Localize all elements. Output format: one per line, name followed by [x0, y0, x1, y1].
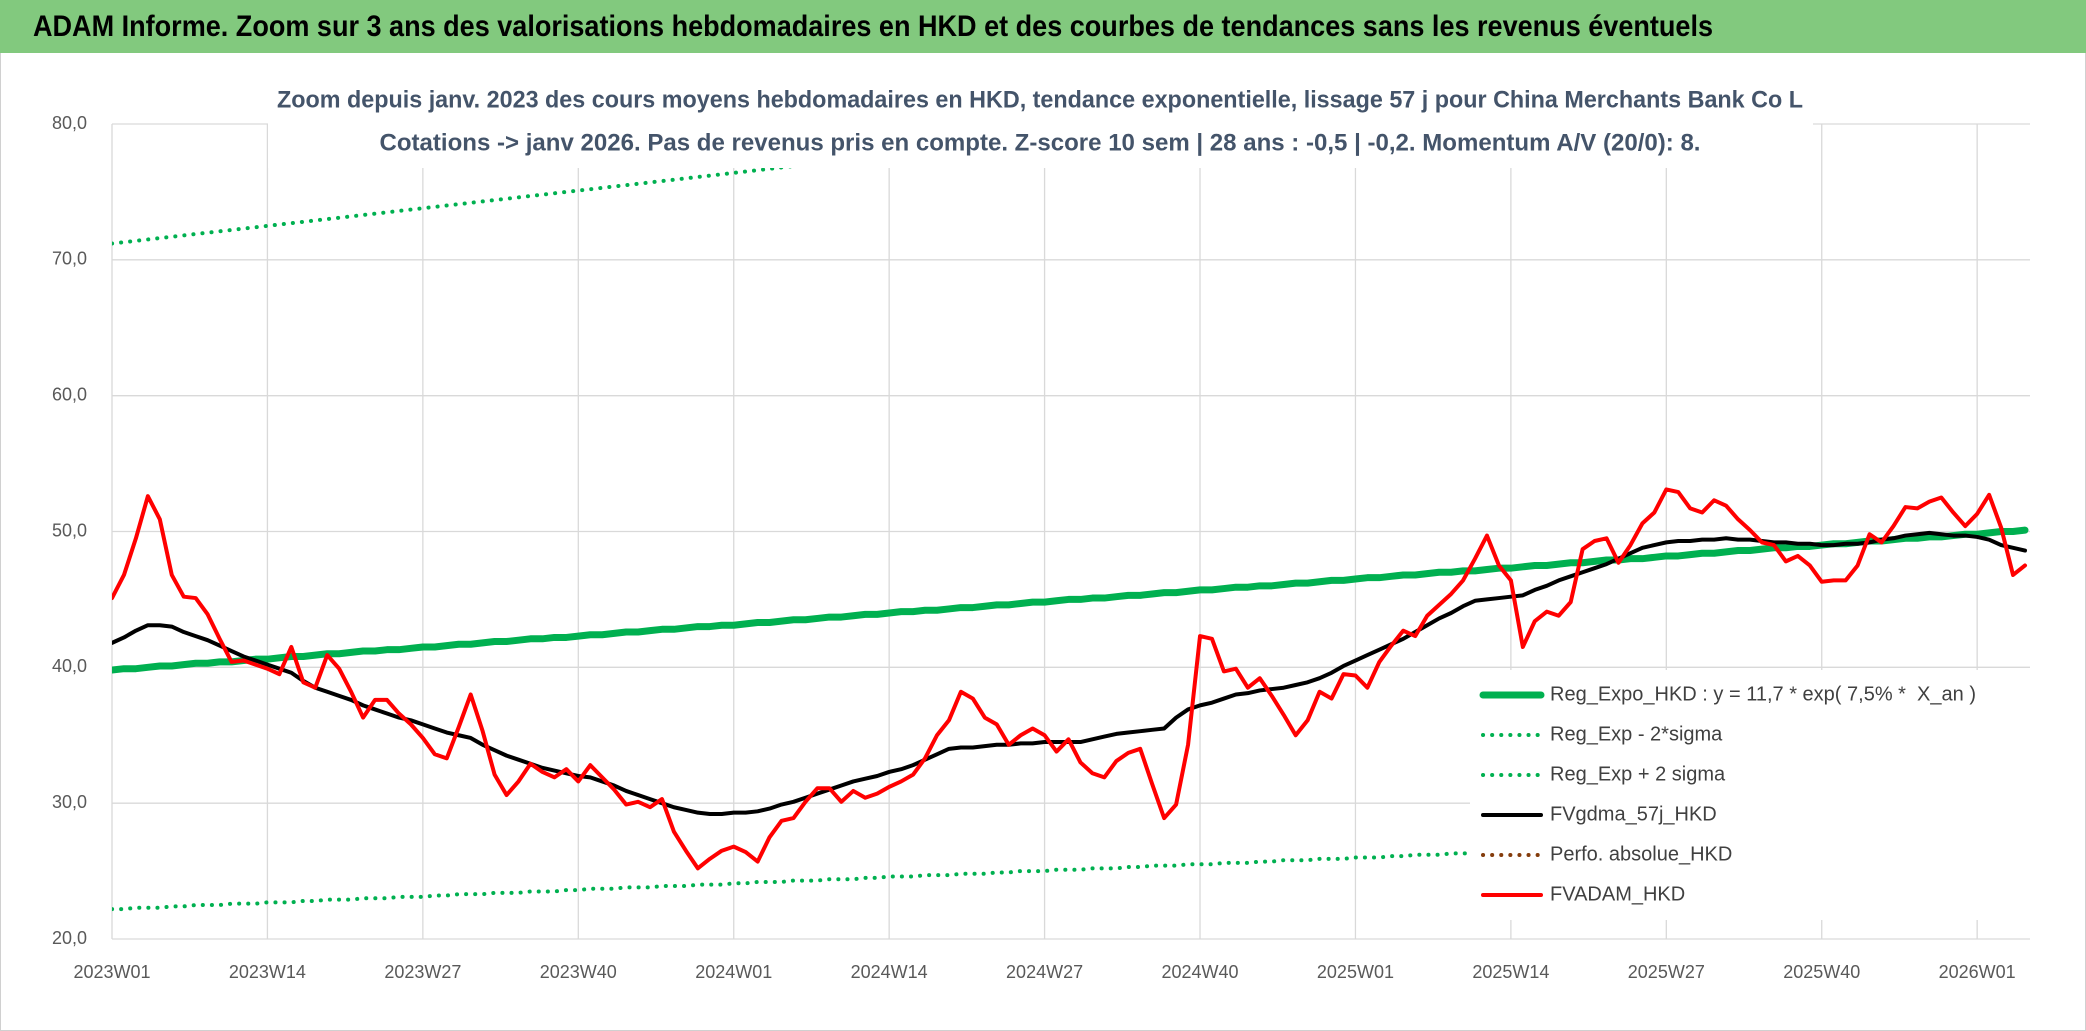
legend-label: Reg_Exp - 2*sigma: [1550, 723, 1723, 745]
x-tick-label: 2023W27: [384, 962, 461, 982]
x-tick-label: 2024W40: [1161, 962, 1238, 982]
x-tick-label: 2024W14: [851, 962, 928, 982]
x-tick-label: 2023W40: [540, 962, 617, 982]
y-tick-label: 20,0: [52, 928, 87, 948]
y-tick-label: 60,0: [52, 384, 87, 404]
y-tick-label: 50,0: [52, 520, 87, 540]
header-bar: [0, 0, 2086, 53]
x-tick-label: 2025W01: [1317, 962, 1394, 982]
series-line: [112, 487, 2027, 871]
subtitle-line: Zoom depuis janv. 2023 des cours moyens …: [277, 86, 1803, 113]
y-tick-label: 30,0: [52, 792, 87, 812]
x-tick-label: 2024W27: [1006, 962, 1083, 982]
series-line: [112, 526, 2029, 674]
legend-label: FVADAM_HKD: [1550, 883, 1685, 905]
legend-label: FVgdma_57j_HKD: [1550, 803, 1717, 825]
chart-title: ADAM Informe. Zoom sur 3 ans des valoris…: [33, 10, 1713, 43]
legend: Reg_Expo_HKD : y = 11,7 * exp( 7,5% * X_…: [1470, 670, 2030, 920]
y-tick-label: 80,0: [52, 113, 87, 133]
x-tick-label: 2026W01: [1939, 962, 2016, 982]
legend-label: Reg_Expo_HKD : y = 11,7 * exp( 7,5% * X_…: [1550, 683, 1976, 705]
grid: 20,0 30,0 40,0 50,0 60,0 70,0 80,0 2023W01 2023W…: [52, 113, 2030, 982]
subtitle-box: [268, 80, 1813, 168]
series-line: [112, 828, 2027, 912]
x-tick-label: 2025W14: [1472, 962, 1549, 982]
x-tick-label: 2025W40: [1783, 962, 1860, 982]
x-tick-label: 2025W27: [1628, 962, 1705, 982]
x-tick-label: 2024W01: [695, 962, 772, 982]
y-tick-label: 70,0: [52, 249, 87, 269]
subtitle-line: Cotations -> janv 2026. Pas de revenus p…: [380, 129, 1701, 156]
x-tick-label: 2023W14: [229, 962, 306, 982]
y-tick-label: 40,0: [52, 656, 87, 676]
x-tick-label: 2023W01: [73, 962, 150, 982]
legend-label: Reg_Exp + 2 sigma: [1550, 763, 1726, 785]
legend-label: Perfo. absolue_HKD: [1550, 843, 1732, 865]
legend-box: [1470, 670, 2030, 920]
series-layer: [112, 121, 2029, 912]
